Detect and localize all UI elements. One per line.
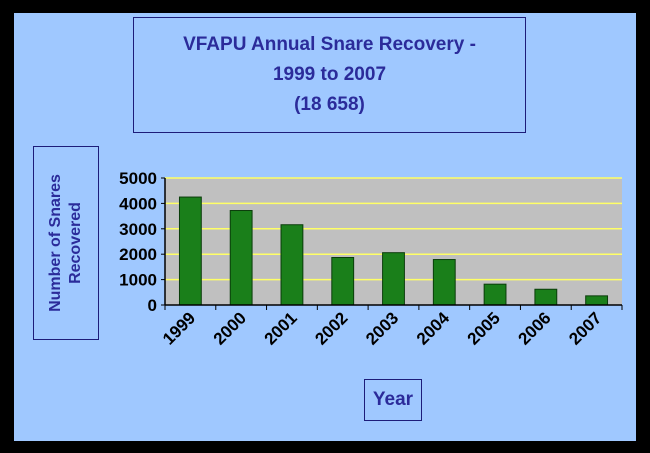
x-tick-label: 2002 — [311, 308, 351, 348]
x-tick-label: 2006 — [514, 308, 554, 348]
y-tick-labels: 0 1000 2000 3000 4000 5000 — [119, 169, 165, 315]
x-tick-label: 2004 — [413, 308, 454, 349]
bars — [178, 196, 609, 306]
x-axis-label-box: Year — [364, 379, 422, 421]
chart-title: VFAPU Annual Snare Recovery - 1999 to 20… — [133, 17, 526, 133]
bar-2007 — [585, 295, 609, 306]
x-tick-label: 1999 — [159, 308, 199, 348]
y-tick-label: 3000 — [119, 220, 157, 239]
x-tick-label: 2003 — [362, 308, 402, 348]
x-tick-labels: 1999 2000 2001 2002 2003 2004 2005 2006 2007 — [159, 305, 623, 349]
bar-2005 — [483, 283, 507, 306]
chart-title-line-3: (18 658) — [294, 94, 365, 115]
bar-2001 — [280, 224, 304, 306]
x-tick-label: 2005 — [464, 308, 504, 348]
bar-2000 — [229, 210, 253, 306]
y-tick-label: 2000 — [119, 245, 157, 264]
chart-title-line-1: VFAPU Annual Snare Recovery - — [183, 34, 476, 55]
y-axis-label-box: Number of Snares Recovered — [33, 146, 99, 340]
y-tick-label: 4000 — [119, 194, 157, 213]
bar-2003 — [382, 252, 405, 306]
axes — [164, 178, 622, 306]
x-tick-label: 2007 — [565, 308, 605, 348]
y-tick-label: 1000 — [119, 271, 157, 290]
x-axis-label: Year — [372, 389, 414, 410]
bar-2002 — [331, 257, 355, 306]
bar-1999 — [178, 196, 202, 306]
x-tick-label: 2000 — [210, 308, 250, 348]
bar-2006 — [534, 288, 558, 306]
chart-title-line-2: 1999 to 2007 — [272, 64, 387, 85]
y-tick-label: 0 — [148, 296, 157, 315]
bar-2004 — [432, 259, 456, 306]
y-tick-label: 5000 — [119, 169, 157, 188]
x-tick-label: 2001 — [261, 308, 301, 348]
